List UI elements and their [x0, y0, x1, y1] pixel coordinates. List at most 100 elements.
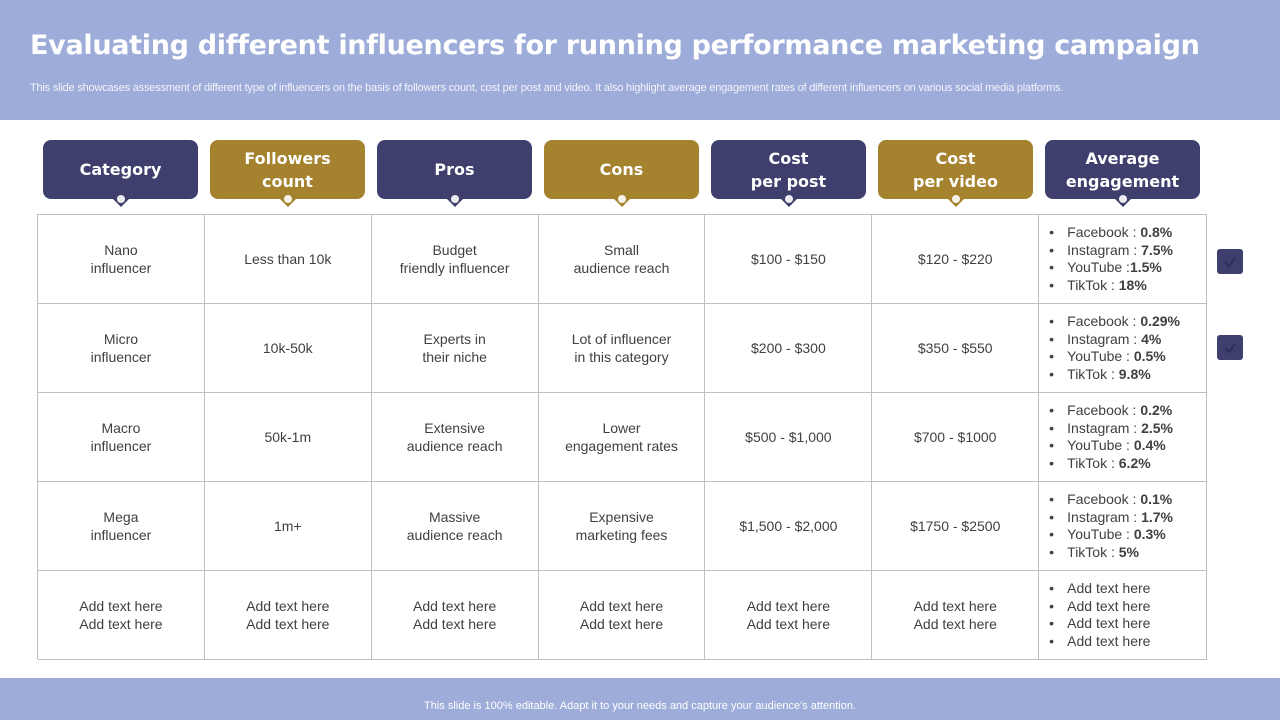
- cell-followers: 10k-50k: [204, 304, 372, 393]
- engagement-platform: YouTube :: [1067, 348, 1134, 364]
- engagement-item: • TikTok : 5%: [1049, 544, 1173, 562]
- pointer-icon: [780, 199, 797, 207]
- engagement-platform: Add text here: [1067, 632, 1151, 649]
- column-header: Pros: [377, 140, 532, 207]
- bullet-icon: •: [1049, 330, 1055, 347]
- engagement-list: • Add text here • Add text here • Add text he…: [1049, 580, 1150, 650]
- column-header: Average engagement: [1045, 140, 1200, 207]
- engagement-value: 0.3%: [1133, 526, 1166, 542]
- footer-band: [0, 678, 1280, 720]
- table-row: Macro influencer 50k-1m Extensive audience…: [38, 393, 1208, 482]
- engagement-value: 18%: [1118, 276, 1147, 293]
- cell-followers: Less than 10k: [204, 215, 372, 304]
- dot-icon: [1118, 195, 1127, 203]
- engagement-platform: Instagram :: [1067, 241, 1142, 258]
- column-header-label: Category: [79, 160, 162, 179]
- cell-followers: 50k-1m: [204, 393, 372, 482]
- engagement-platform: Add text here: [1067, 580, 1151, 596]
- bullet-icon: •: [1049, 543, 1055, 560]
- engagement-value: 2.5%: [1141, 419, 1173, 436]
- cell-category: Macro influencer: [38, 393, 205, 482]
- bullet-icon: •: [1049, 632, 1055, 649]
- engagement-platform: TikTok :: [1067, 276, 1119, 293]
- engagement-item: • TikTok : 9.8%: [1049, 366, 1180, 384]
- pointer-icon: [112, 199, 129, 207]
- engagement-platform: Facebook :: [1067, 402, 1141, 418]
- column-header-label: Cost per video: [913, 148, 998, 191]
- bullet-icon: •: [1049, 241, 1055, 258]
- column-header-label: Pros: [434, 160, 475, 179]
- column-header-label: Cons: [599, 160, 644, 179]
- dot-icon: [283, 195, 292, 203]
- engagement-item: • Add text here: [1049, 615, 1150, 633]
- influencer-table: Nano influencer Less than 10k Budget frien…: [37, 214, 1208, 660]
- dot-icon: [116, 195, 125, 203]
- bullet-icon: •: [1049, 365, 1055, 382]
- dot-icon: [617, 195, 626, 203]
- table-row: Add text here Add text here Add text here…: [38, 571, 1208, 660]
- column-header-label: Average engagement: [1065, 148, 1180, 191]
- check-icon: [1224, 342, 1236, 354]
- table-row: Micro influencer 10k-50k Experts in their …: [38, 304, 1208, 393]
- engagement-platform: TikTok :: [1067, 543, 1119, 560]
- column-header: Cons: [544, 140, 699, 207]
- engagement-item: • Instagram : 2.5%: [1049, 420, 1173, 438]
- column-header-label: Cost per post: [750, 148, 827, 191]
- bullet-icon: •: [1049, 313, 1055, 329]
- engagement-list: • Facebook : 0.2% • Instagram : 2.5% • YouTub…: [1049, 402, 1173, 472]
- engagement-item: • Facebook : 0.8%: [1049, 224, 1173, 242]
- cell-pros: Massive audience reach: [371, 482, 539, 571]
- engagement-platform: YouTube :: [1067, 526, 1134, 542]
- bullet-icon: •: [1049, 437, 1055, 453]
- cell-cons: Expensive marketing fees: [538, 482, 706, 571]
- pointer-icon: [279, 199, 296, 207]
- bullet-icon: •: [1049, 276, 1055, 293]
- cell-cost-video: $700 - $1000: [872, 393, 1040, 482]
- cell-cost-post: $1,500 - $2,000: [705, 482, 873, 571]
- side-check-button-1[interactable]: [1217, 249, 1243, 274]
- cell-cost-video: $120 - $220: [872, 215, 1040, 304]
- cell-category: Add text here Add text here: [38, 571, 205, 660]
- cell-engagement: • Facebook : 0.1% • Instagram : 1.7% • YouTub…: [1039, 482, 1208, 571]
- pointer-icon: [947, 199, 964, 207]
- cell-cons: Small audience reach: [538, 215, 706, 304]
- engagement-item: • Facebook : 0.2%: [1049, 402, 1173, 420]
- engagement-value: 0.29%: [1140, 313, 1181, 329]
- engagement-item: • Facebook : 0.1%: [1049, 491, 1173, 509]
- cell-cons: Add text here Add text here: [538, 571, 706, 660]
- column-header: Cost per video: [878, 140, 1033, 207]
- page-subtitle: This slide showcases assessment of diffe…: [30, 82, 1064, 94]
- engagement-item: • YouTube : 0.3%: [1049, 526, 1173, 544]
- cell-followers: 1m+: [204, 482, 372, 571]
- engagement-item: • Add text here: [1049, 598, 1150, 616]
- bullet-icon: •: [1049, 419, 1055, 436]
- footer-text: This slide is 100% editable. Adapt it to…: [424, 700, 856, 712]
- engagement-platform: YouTube :: [1067, 259, 1130, 275]
- cell-category: Nano influencer: [38, 215, 205, 304]
- engagement-platform: Facebook :: [1067, 491, 1141, 507]
- engagement-item: • Add text here: [1049, 580, 1150, 598]
- pointer-icon: [446, 199, 463, 207]
- engagement-value: 0.5%: [1133, 348, 1166, 364]
- engagement-item: • Instagram : 4%: [1049, 331, 1180, 349]
- engagement-platform: Add text here: [1067, 597, 1151, 614]
- column-header: Cost per post: [711, 140, 866, 207]
- cell-cost-post: $500 - $1,000: [705, 393, 873, 482]
- side-check-button-2[interactable]: [1217, 335, 1243, 360]
- pointer-icon: [1114, 199, 1131, 207]
- table-row: Mega influencer 1m+ Massive audience reach…: [38, 482, 1208, 571]
- engagement-value: 9.8%: [1118, 365, 1151, 382]
- cell-engagement: • Add text here • Add text here • Add text he…: [1039, 571, 1208, 660]
- dot-icon: [450, 195, 459, 203]
- cell-followers: Add text here Add text here: [204, 571, 372, 660]
- engagement-item: • Instagram : 1.7%: [1049, 509, 1173, 527]
- engagement-platform: TikTok :: [1067, 454, 1119, 471]
- header-band: [0, 0, 1280, 120]
- engagement-platform: Add text here: [1067, 615, 1151, 631]
- engagement-value: 0.2%: [1140, 402, 1173, 418]
- cell-engagement: • Facebook : 0.29% • Instagram : 4% • YouTube…: [1039, 304, 1208, 393]
- engagement-item: • YouTube : 0.5%: [1049, 348, 1180, 366]
- bullet-icon: •: [1049, 597, 1055, 614]
- engagement-item: • Instagram : 7.5%: [1049, 242, 1173, 260]
